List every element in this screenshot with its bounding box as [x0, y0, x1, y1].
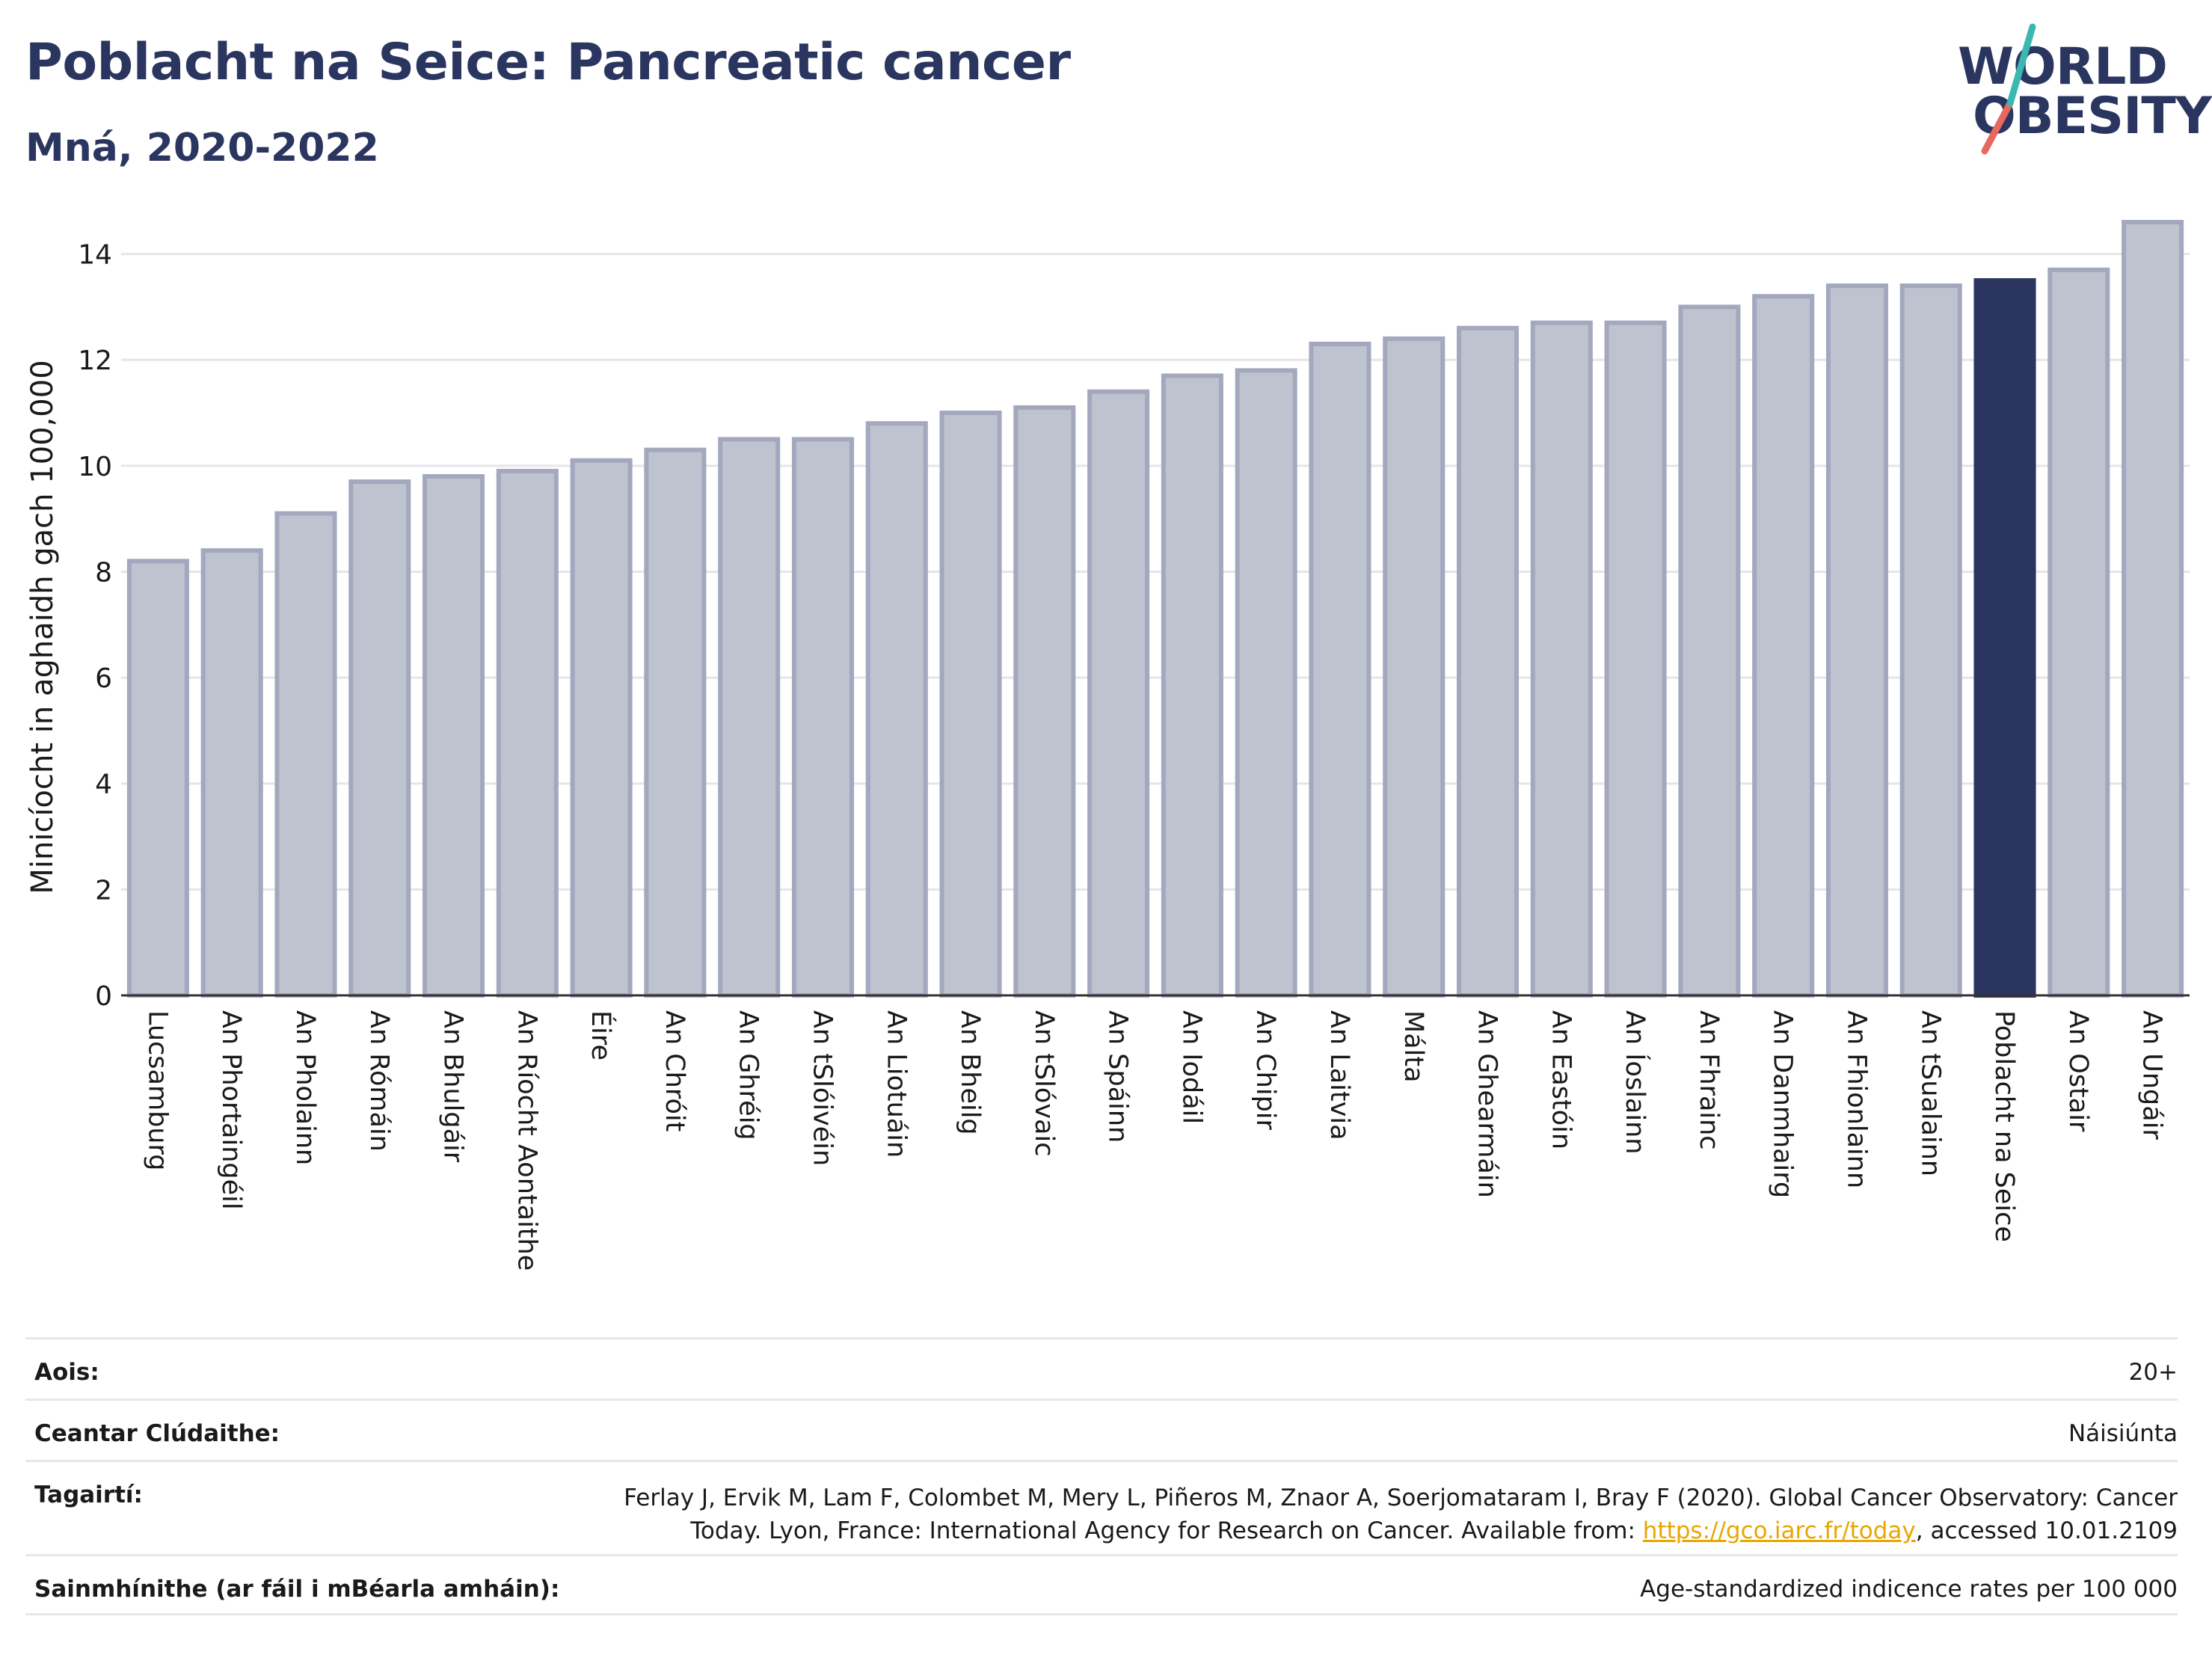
y-tick-label: 2 — [95, 875, 112, 906]
bar — [1899, 283, 1962, 998]
bar — [2047, 267, 2110, 998]
x-tick-label: An Rómáin — [364, 1010, 394, 1152]
y-axis-ticks: 0 2 4 6 8 10 12 14 — [78, 240, 112, 1012]
bar — [1752, 294, 1815, 998]
x-tick-label: An Fhrainc — [1694, 1010, 1724, 1150]
bar — [2122, 220, 2184, 998]
bar — [1604, 320, 1667, 998]
x-tick-label: An Íoslainn — [1620, 1010, 1651, 1154]
x-tick-label: Lucsamburg — [142, 1010, 172, 1170]
world-obesity-logo: WORLD OBESITY — [1944, 22, 2212, 157]
x-tick-label: An Laitvia — [1324, 1010, 1354, 1140]
bars — [126, 220, 2184, 998]
chart-title: Poblacht na Seice: Pancreatic cancer — [25, 33, 1071, 92]
bar — [718, 437, 781, 998]
x-tick-label: An Ostair — [2063, 1010, 2093, 1132]
references-value: Ferlay J, Ervik M, Lam F, Colombet M, Me… — [577, 1481, 2178, 1547]
x-tick-label: An Bhulgáir — [438, 1010, 468, 1163]
x-tick-label: An Fhionlainn — [1841, 1010, 1871, 1188]
footer-row-area: Ceantar Clúdaithe: Náisiúnta — [25, 1398, 2178, 1460]
footer-row-references: Tagairtí: Ferlay J, Ervik M, Lam F, Colo… — [25, 1460, 2178, 1554]
x-tick-label: An tSualainn — [1915, 1010, 1945, 1176]
x-tick-label: An Bheilg — [955, 1010, 985, 1135]
bar — [570, 458, 633, 998]
x-tick-label: An tSlóvaic — [1029, 1010, 1059, 1156]
area-value: Náisiúnta — [2068, 1420, 2178, 1447]
bar — [1530, 320, 1593, 998]
x-tick-label: An Chipir — [1250, 1010, 1280, 1131]
bar — [1457, 325, 1520, 998]
y-tick-label: 4 — [95, 770, 112, 800]
x-tick-label: An Danmhairg — [1768, 1010, 1798, 1198]
x-tick-label: An Ríocht Aontaithe — [511, 1010, 541, 1271]
logo-slash-icon — [1981, 23, 2036, 155]
logo-word-world: WORLD — [1958, 37, 2168, 96]
bar-chart: 0 2 4 6 8 10 12 14 Lucsamburg An Phortaingéil An … — [25, 220, 2190, 1271]
bar — [939, 411, 1002, 998]
bar — [274, 511, 337, 998]
footer-row-age: Aois: 20+ — [25, 1337, 2178, 1398]
bar — [496, 468, 559, 998]
x-tick-label: An Ungáir — [2137, 1010, 2167, 1140]
bar — [1235, 368, 1297, 998]
x-tick-label: An Iodáil — [1176, 1010, 1206, 1124]
y-tick-label: 8 — [95, 557, 112, 588]
bar — [791, 437, 854, 998]
bar — [644, 447, 707, 998]
bar — [1383, 336, 1446, 998]
references-accessed: , accessed 10.01.2109 — [1915, 1517, 2178, 1544]
bar — [1161, 373, 1223, 998]
chart-subtitle: Mná, 2020-2022 — [25, 126, 379, 171]
age-label: Aois: — [34, 1359, 99, 1386]
bar — [423, 474, 485, 998]
x-tick-label: An Ghearmáin — [1472, 1010, 1502, 1198]
x-tick-label: An Chróit — [660, 1010, 689, 1132]
area-label: Ceantar Clúdaithe: — [34, 1420, 280, 1447]
footer-info-table: Aois: 20+ Ceantar Clúdaithe: Náisiúnta T… — [25, 1337, 2178, 1615]
x-tick-label: Málta — [1398, 1010, 1428, 1083]
references-label: Tagairtí: — [34, 1481, 143, 1508]
x-tick-label: An Phortaingéil — [216, 1010, 246, 1210]
bar — [1013, 405, 1076, 998]
y-axis-label: Minicíocht in aghaidh gach 100,000 — [25, 360, 60, 894]
x-tick-label: An Pholainn — [290, 1010, 320, 1165]
x-tick-label: An Spáinn — [1103, 1010, 1133, 1143]
bar — [1825, 283, 1888, 998]
y-tick-label: 10 — [78, 452, 112, 482]
bar — [126, 559, 189, 998]
x-tick-label: An Liotuáin — [881, 1010, 911, 1158]
bar — [200, 548, 263, 998]
references-text: Ferlay J, Ervik M, Lam F, Colombet M, Me… — [624, 1484, 2178, 1544]
bar-highlight — [1973, 277, 2036, 998]
x-tick-label: Éire — [586, 1010, 617, 1060]
footer-row-definitions: Sainmhínithe (ar fáil i mBéarla amháin):… — [25, 1554, 2178, 1615]
definitions-label: Sainmhínithe (ar fáil i mBéarla amháin): — [34, 1576, 560, 1603]
bar — [1309, 341, 1371, 998]
references-link[interactable]: https://gco.iarc.fr/today — [1642, 1517, 1916, 1544]
definitions-value: Age-standardized indicence rates per 100… — [1640, 1576, 2178, 1603]
x-axis-labels: Lucsamburg An Phortaingéil An Pholainn An R… — [142, 1010, 2166, 1271]
bar — [1087, 389, 1150, 998]
bar — [1678, 304, 1741, 998]
x-tick-label: Poblacht na Seice — [1989, 1010, 2019, 1242]
x-tick-label: An Ghréig — [734, 1010, 764, 1140]
y-tick-label: 6 — [95, 663, 112, 694]
bar — [865, 421, 928, 998]
bar — [348, 479, 411, 998]
y-tick-label: 0 — [95, 981, 112, 1012]
x-tick-label: An tSlóivéin — [807, 1010, 837, 1166]
x-tick-label: An Eastóin — [1546, 1010, 1576, 1149]
y-tick-label: 12 — [78, 346, 112, 376]
y-tick-label: 14 — [78, 240, 112, 271]
age-value: 20+ — [2128, 1359, 2178, 1386]
